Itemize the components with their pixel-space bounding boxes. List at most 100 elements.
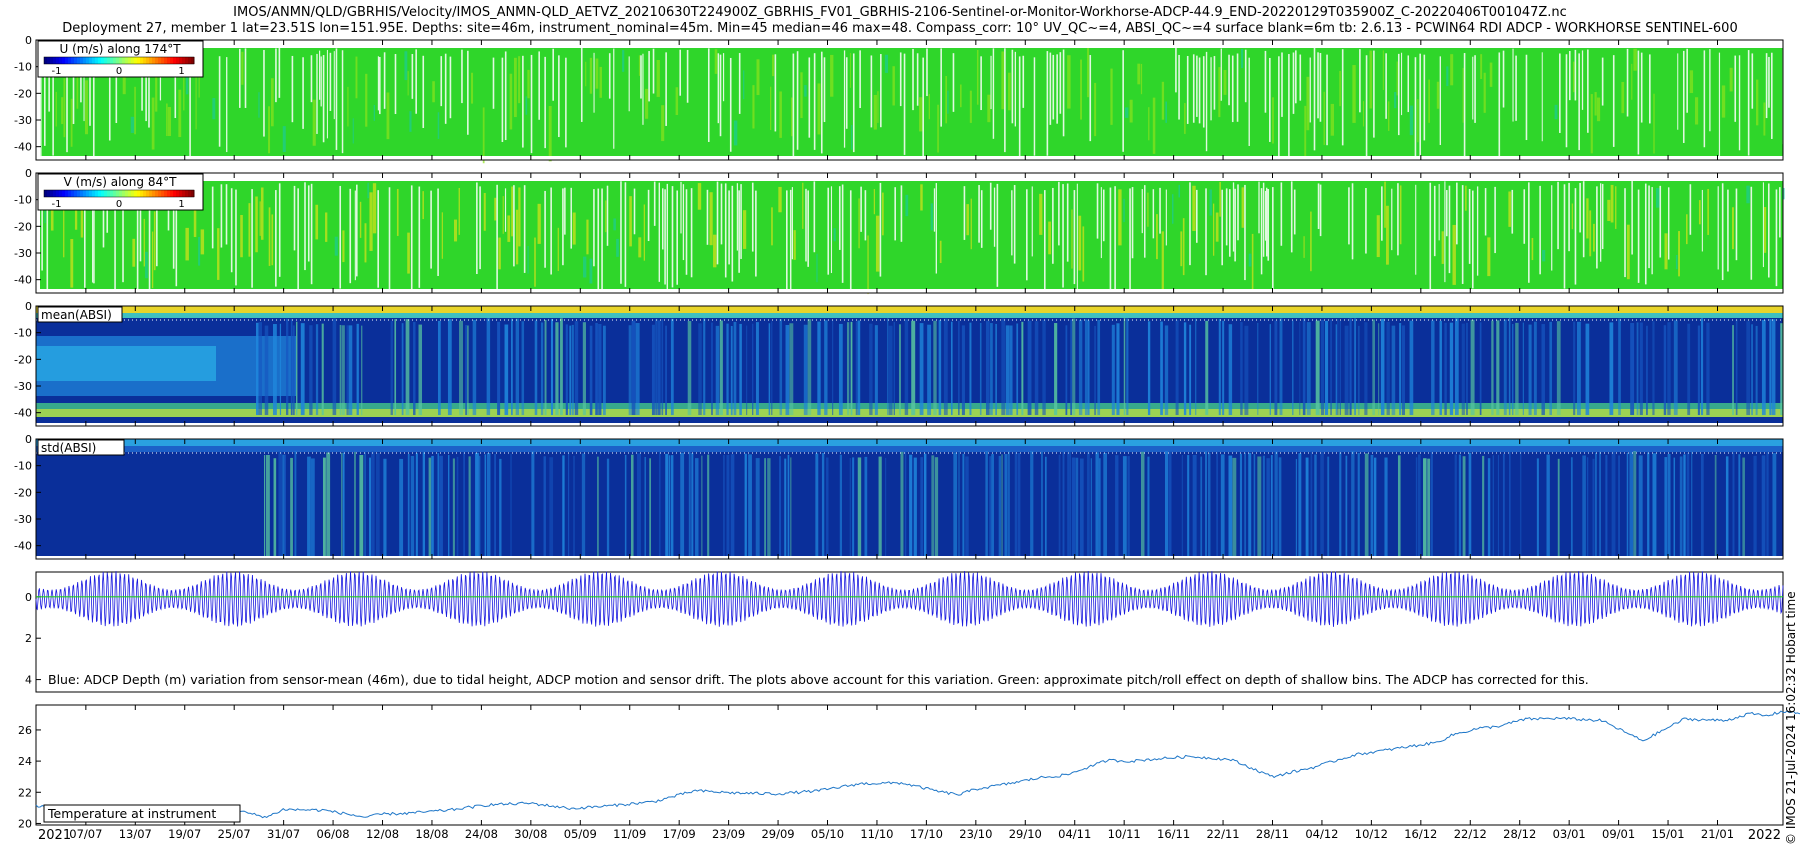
heatmap-cell: [235, 189, 237, 286]
heatmap-cell: [670, 455, 674, 556]
heatmap-cell: [1663, 325, 1667, 415]
heatmap-cell: [852, 457, 855, 556]
heatmap-cell: [1610, 184, 1614, 223]
heatmap-cell: [1082, 226, 1085, 282]
colorbar-swatch: [116, 190, 120, 197]
heatmap-cell: [1094, 82, 1097, 137]
heatmap-cell: [504, 324, 509, 415]
heatmap-cell: [1465, 185, 1467, 211]
heatmap-cell: [1304, 105, 1307, 158]
heatmap-cell: [452, 458, 455, 556]
heatmap-cell: [145, 54, 147, 122]
xtick-label: 05/10: [811, 827, 844, 841]
heatmap-cell: [1248, 253, 1252, 267]
heatmap-cell: [784, 458, 787, 556]
heatmap-cell: [892, 66, 895, 106]
colorbar-label: V (m/s) along 84°T: [64, 175, 178, 189]
heatmap-cell: [1523, 189, 1526, 244]
colorbar-swatch: [53, 190, 57, 197]
heatmap-cell: [1306, 322, 1311, 415]
xtick-label: 15/01: [1651, 827, 1684, 841]
heatmap-cell: [804, 85, 807, 97]
heatmap-cell: [1022, 55, 1025, 108]
heatmap-cell: [1207, 452, 1211, 556]
heatmap-cell: [1073, 190, 1076, 285]
heatmap-cell: [1441, 231, 1444, 264]
heatmap-cell: [1689, 70, 1694, 94]
heatmap-cell: [679, 49, 682, 96]
heatmap-cell: [1330, 319, 1332, 415]
heatmap-cell: [437, 188, 439, 276]
heatmap-cell: [1600, 183, 1602, 262]
heatmap-cell: [1565, 54, 1568, 148]
heatmap-cell: [685, 189, 688, 275]
heatmap-cell: [1667, 187, 1670, 260]
heatmap-cell: [394, 53, 397, 115]
heatmap-cell: [1293, 189, 1296, 235]
colorbar-swatch: [152, 190, 156, 197]
xtick-label: 12/08: [366, 827, 399, 841]
heatmap-cell: [647, 189, 650, 242]
heatmap-cell: [1762, 182, 1764, 268]
panel-label: std(ABSI): [41, 441, 96, 455]
heatmap-cell: [84, 182, 86, 288]
heatmap-cell: [475, 452, 479, 556]
heatmap-cell: [1186, 55, 1189, 124]
heatmap-cell: [817, 321, 821, 415]
heatmap-cell: [1653, 93, 1655, 154]
heatmap-cell: [1519, 452, 1522, 556]
heatmap-cell: [1330, 103, 1335, 136]
heatmap-cell: [680, 181, 682, 234]
heatmap-cell: [1738, 454, 1741, 556]
xtick-label: 29/10: [1009, 827, 1042, 841]
heatmap-cell: [1461, 185, 1464, 284]
heatmap-cell: [606, 458, 610, 556]
heatmap-cell: [562, 455, 565, 556]
colorbar-swatch: [68, 57, 72, 64]
heatmap-cell: [816, 253, 818, 283]
heatmap-cell: [339, 185, 342, 289]
heatmap-cell: [855, 321, 858, 415]
heatmap-cell: [1033, 57, 1036, 156]
heatmap-cell: [1376, 215, 1380, 258]
heatmap-cell: [136, 182, 139, 290]
heatmap-cell: [649, 458, 651, 556]
colorbar-swatch: [44, 57, 48, 64]
heatmap-cell: [791, 187, 793, 260]
heatmap-cell: [668, 455, 671, 556]
heatmap-cell: [923, 453, 927, 556]
heatmap-cell: [1763, 102, 1766, 136]
heatmap-cell: [401, 323, 404, 415]
heatmap-cell: [723, 455, 725, 556]
heatmap-cell: [130, 116, 135, 133]
heatmap-cell: [1071, 209, 1073, 269]
colorbar-swatch: [131, 57, 135, 64]
heatmap-cell: [1655, 188, 1660, 208]
colorbar-swatch: [128, 190, 132, 197]
3-ytick-label: -30: [14, 513, 32, 526]
heatmap-cell: [565, 57, 567, 148]
heatmap-cell: [1487, 237, 1491, 277]
heatmap-cell: [1095, 452, 1099, 556]
heatmap-cell: [1026, 189, 1028, 281]
heatmap-cell: [1700, 318, 1704, 415]
heatmap-cell: [1652, 321, 1655, 415]
heatmap-cell: [290, 457, 293, 556]
heatmap-cell: [719, 54, 722, 137]
heatmap-cell: [930, 203, 933, 231]
heatmap-cell: [1397, 183, 1399, 256]
heatmap-cell: [661, 188, 664, 250]
side-label: © IMOS 21-Jul-2024 16:02:32 Hobart time: [1784, 591, 1798, 845]
heatmap-cell: [562, 188, 564, 266]
heatmap-cell: [555, 322, 559, 415]
heatmap-cell: [1512, 48, 1514, 122]
heatmap-cell: [369, 457, 371, 556]
heatmap-cell: [437, 320, 441, 415]
heatmap-cell: [1319, 184, 1322, 237]
heatmap-cell: [1109, 187, 1112, 291]
heatmap-cell: [115, 50, 118, 124]
heatmap-cell: [585, 61, 587, 87]
heatmap-cell: [1686, 48, 1688, 113]
heatmap-cell: [1679, 456, 1683, 556]
heatmap-cell: [1196, 189, 1198, 243]
